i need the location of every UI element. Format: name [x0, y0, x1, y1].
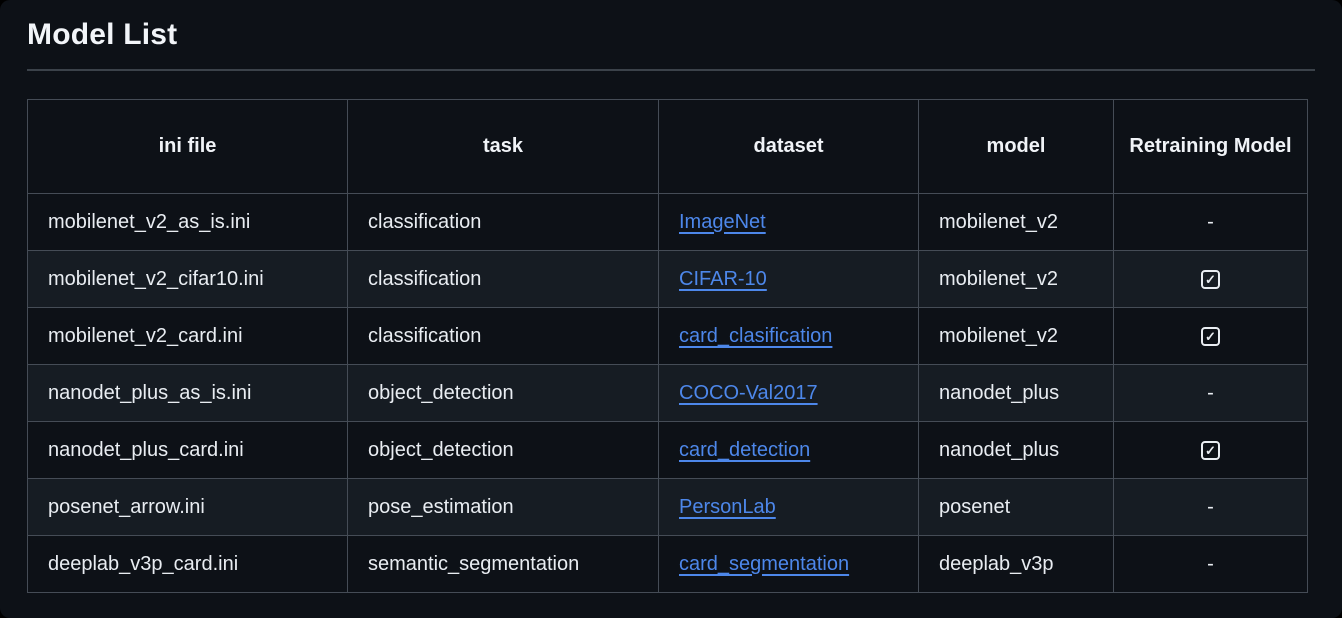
cell-model: deeplab_v3p — [918, 535, 1114, 593]
cell-retraining-model: ✓ — [1113, 250, 1308, 308]
cell-ini-file: nanodet_plus_card.ini — [27, 421, 348, 479]
dataset-link[interactable]: ImageNet — [679, 210, 766, 233]
table-header-row: ini file task dataset model Retraining M… — [27, 99, 1308, 194]
table-row: mobilenet_v2_cifar10.ini classification CI… — [27, 250, 1308, 308]
page-title: Model List — [27, 18, 178, 51]
table-row: nanodet_plus_as_is.ini object_detection CO… — [27, 364, 1308, 422]
dataset-link[interactable]: card_detection — [679, 438, 811, 461]
cell-retraining-model: - — [1113, 364, 1308, 422]
cell-ini-file: posenet_arrow.ini — [27, 478, 348, 536]
column-header-ini-file: ini file — [27, 99, 348, 194]
cell-task: object_detection — [347, 421, 659, 479]
table-row: nanodet_plus_card.ini object_detection car… — [27, 421, 1308, 479]
no-retraining-dash: - — [1207, 210, 1214, 233]
cell-ini-file: mobilenet_v2_cifar10.ini — [27, 250, 348, 308]
table-row: posenet_arrow.ini pose_estimation PersonLa… — [27, 478, 1308, 536]
column-header-model: model — [918, 99, 1114, 194]
cell-task: classification — [347, 307, 659, 365]
no-retraining-dash: - — [1207, 552, 1214, 575]
cell-model: mobilenet_v2 — [918, 193, 1114, 251]
dataset-link[interactable]: card_segmentation — [679, 552, 850, 575]
table-row: deeplab_v3p_card.ini semantic_segmentatio… — [27, 535, 1308, 593]
cell-task: object_detection — [347, 364, 659, 422]
checked-checkbox-icon: ✓ — [1201, 269, 1220, 289]
cell-model: nanodet_plus — [918, 421, 1114, 479]
column-header-dataset: dataset — [658, 99, 919, 194]
cell-retraining-model: ✓ — [1113, 307, 1308, 365]
cell-task: classification — [347, 193, 659, 251]
heading-divider — [27, 69, 1315, 71]
cell-dataset: card_segmentation — [658, 535, 919, 593]
cell-task: semantic_segmentation — [347, 535, 659, 593]
cell-retraining-model: - — [1113, 535, 1308, 593]
table-body: mobilenet_v2_as_is.ini classification Imag… — [27, 193, 1308, 593]
cell-model: posenet — [918, 478, 1114, 536]
cell-dataset: PersonLab — [658, 478, 919, 536]
checked-checkbox-icon: ✓ — [1201, 440, 1220, 460]
cell-retraining-model: - — [1113, 478, 1308, 536]
cell-model: mobilenet_v2 — [918, 250, 1114, 308]
cell-task: classification — [347, 250, 659, 308]
cell-ini-file: nanodet_plus_as_is.ini — [27, 364, 348, 422]
no-retraining-dash: - — [1207, 495, 1214, 518]
cell-dataset: COCO-Val2017 — [658, 364, 919, 422]
cell-retraining-model: - — [1113, 193, 1308, 251]
cell-retraining-model: ✓ — [1113, 421, 1308, 479]
dataset-link[interactable]: PersonLab — [679, 495, 776, 518]
dataset-link[interactable]: COCO-Val2017 — [679, 381, 818, 404]
dataset-link[interactable]: CIFAR-10 — [679, 267, 767, 290]
cell-dataset: card_detection — [658, 421, 919, 479]
column-header-retraining-model: Retraining Model — [1113, 99, 1308, 194]
cell-model: nanodet_plus — [918, 364, 1114, 422]
cell-ini-file: deeplab_v3p_card.ini — [27, 535, 348, 593]
cell-model: mobilenet_v2 — [918, 307, 1114, 365]
checked-checkbox-icon: ✓ — [1201, 326, 1220, 346]
column-header-task: task — [347, 99, 659, 194]
table-row: mobilenet_v2_as_is.ini classification Imag… — [27, 193, 1308, 251]
table-row: mobilenet_v2_card.ini classification card_… — [27, 307, 1308, 365]
cell-ini-file: mobilenet_v2_card.ini — [27, 307, 348, 365]
no-retraining-dash: - — [1207, 381, 1214, 404]
cell-task: pose_estimation — [347, 478, 659, 536]
cell-ini-file: mobilenet_v2_as_is.ini — [27, 193, 348, 251]
cell-dataset: ImageNet — [658, 193, 919, 251]
cell-dataset: CIFAR-10 — [658, 250, 919, 308]
model-list-table: ini file task dataset model Retraining M… — [27, 99, 1308, 593]
cell-dataset: card_clasification — [658, 307, 919, 365]
dataset-link[interactable]: card_clasification — [679, 324, 833, 347]
